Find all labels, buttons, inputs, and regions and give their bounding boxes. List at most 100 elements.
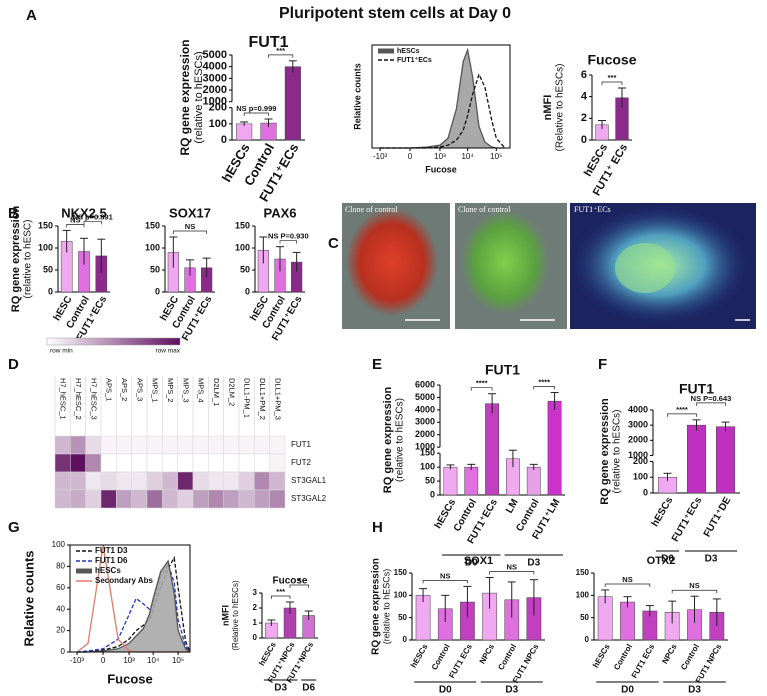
heatmap-cell [70,489,86,509]
micrograph-label: FUT1⁺ECs [574,205,611,214]
annotation: NS p=0.999 [236,104,276,113]
column-label: APS_2 [120,378,129,401]
heatmap-cell [70,435,86,455]
significance-bracket [66,224,85,228]
y-tick-label: 0 [245,286,250,296]
significance-bracket [489,571,535,575]
heatmap-cell [177,435,194,455]
significance-bracket [667,413,697,417]
y-axis-label: RQ gene expression [599,398,611,505]
heatmap-cell [146,435,163,455]
x-tick-label: FUT1 ECs [630,642,657,680]
histogram-curve [380,72,506,149]
significance-bracket [270,595,291,599]
y-tick-label: 4000 [628,404,648,414]
annotation: *** [608,73,617,82]
y-tick-label: 100 [420,462,435,472]
heatmap-cell [208,453,224,473]
heatmap-cell [238,435,255,455]
annotation: *** [276,587,285,596]
heatmap-cell [162,471,178,491]
y-axis-label: (Relative to hESCs) [231,580,240,651]
heatmap-cell [223,453,240,473]
x-tick-label: -10³ [70,656,85,665]
y-tick-label: 150 [38,220,53,230]
heatmap-cell [85,471,102,491]
x-tick-label: 0 [101,656,106,665]
y-tick-label: 1000 [628,450,648,460]
y-tick-label: 6000 [415,379,435,389]
y-tick-label: 100 [52,540,66,549]
legend-label: hESCs [397,48,420,55]
y-tick-label: 2 [581,112,587,124]
x-tick-label: 10⁴ [461,152,474,161]
x-tick-label: hESCs [591,642,612,669]
histogram-curve [76,562,191,653]
x-tick-label: Control [430,643,452,672]
panel-letter: D [8,356,19,373]
bar [526,466,541,496]
y-axis-label: (Relative to hESCs) [555,64,566,152]
y-tick-label: 4000 [415,404,435,414]
heatmap-cell [146,471,163,491]
x-tick-label: NPCs [478,642,497,665]
heatmap-cell [269,435,286,455]
heatmap-cell [54,453,71,473]
annotation: *** [276,46,285,55]
column-label: MPS_1 [151,378,160,403]
heatmap-cell [100,471,117,491]
chart-title: FUT1 [679,381,714,397]
x-axis-label: Fucose [425,164,457,174]
significance-bracket [279,240,298,244]
y-tick-label: 1000 [415,442,435,452]
histogram-curve [77,555,191,653]
heatmap-cell [192,453,209,473]
annotation: NS [70,215,80,224]
chart-title: SOX17 [169,205,211,220]
y-axis-label: (relative to hESCs) [193,51,205,143]
column-label: H7_hESC_2 [74,378,83,420]
heatmap-cell [177,471,194,491]
y-tick-label: 100 [38,242,53,252]
plot-frame [69,544,191,653]
column-label: MPS_3 [181,378,190,403]
annotation: NS P=0.930 [268,232,309,241]
y-axis-label: (relative to hESC) [23,220,34,299]
panel-letter: E [372,356,382,373]
chart-title: SOX1 [464,555,493,567]
y-axis-label: RQ gene expression [371,558,382,655]
y-tick-label: 20 [56,626,65,635]
y-tick-label: 0 [61,647,66,656]
y-axis-label: (relative to hESCs) [381,569,391,645]
group-label: D0 [661,554,674,565]
y-tick-label: 80 [56,562,65,571]
y-tick-label: 50 [580,613,589,622]
x-tick-label: 10⁴ [147,656,160,665]
heatmap-cell [116,489,132,509]
y-tick-label: 150 [145,220,160,230]
x-tick-label: 0 [408,152,413,161]
group-label: D6 [302,683,315,694]
chart-title: OTX2 [647,555,676,567]
y-tick-label: 0 [48,286,53,296]
heatmap-cell [162,453,178,473]
group-label: D3 [527,558,540,569]
annotation: * [298,576,301,585]
y-axis-label: (relative to hESCs) [612,410,623,494]
chart-title: Fucose [587,52,636,68]
heatmap-cell [85,435,102,455]
y-tick-label: 5000 [203,49,227,61]
y-tick-label: 50 [150,264,160,274]
heatmap-cell [177,453,194,473]
significance-bracket [671,589,718,594]
x-axis-label: Fucose [107,671,153,686]
y-tick-label: 100 [209,118,227,130]
y-tick-label: 0 [581,134,587,146]
annotation: NS p=0.891 [73,212,113,221]
annotation: **** [476,379,488,388]
chart-title: FUT1 [249,34,289,51]
micrograph: Clone of control [455,203,567,329]
x-tick-label: 10³ [434,152,446,161]
heatmap-cell [238,489,255,509]
y-axis-label: RQ gene expression [10,206,22,313]
